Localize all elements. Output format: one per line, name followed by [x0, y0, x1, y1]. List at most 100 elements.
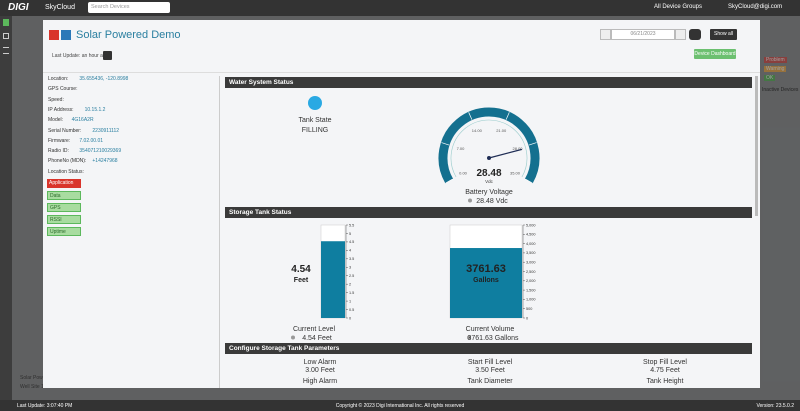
gauge-needle — [488, 148, 523, 159]
tank-tick-label: 3,000 — [526, 261, 536, 265]
info-value: 2230911112 — [92, 127, 120, 134]
info-value: +14247968 — [92, 158, 118, 165]
icon — [467, 335, 471, 340]
gauge-reading: 28.48 Vdc — [476, 198, 508, 205]
status-button[interactable]: Application — [47, 179, 81, 188]
user-menu[interactable]: SkyCloud@digi.com — [728, 4, 783, 10]
tank-unit: Gallons — [473, 277, 499, 284]
next-button[interactable] — [675, 29, 686, 40]
status-button[interactable]: Data — [47, 191, 81, 200]
top-bar: DIGI SkyCloud Search Devices All Device … — [0, 0, 800, 16]
section-header: Storage Tank Status — [225, 207, 752, 218]
gauge-tick — [528, 142, 537, 146]
group-select[interactable]: All Device Groups — [654, 4, 703, 10]
tank-tick-label: 3.5 — [349, 257, 354, 261]
gauge-tick-label: 35.00 — [510, 171, 521, 176]
tank-tick-label: 1,500 — [526, 288, 536, 292]
info-value: 354071210029369 — [79, 148, 122, 155]
tank-tick-label: 4 — [349, 249, 351, 253]
copyright: Copyright © 2023 Digi International Inc.… — [335, 403, 465, 409]
info-label: Firmware: — [48, 137, 71, 144]
tank-tick-label: 5 — [349, 232, 351, 236]
bg-text: Well Site 1 — [20, 384, 44, 390]
tank-tick-label: 3 — [349, 266, 351, 270]
tank-tick-label: 2,500 — [526, 270, 536, 274]
tank-tick-label: 5,000 — [526, 223, 536, 227]
state-indicator — [308, 96, 322, 110]
gauge-tick — [505, 112, 510, 120]
param-value: 4.75 Feet — [650, 367, 680, 374]
info-value: 4G16A2R — [71, 117, 94, 124]
logo: DIGI — [8, 2, 29, 13]
info-label: IP Address: — [48, 106, 74, 113]
param-value: 3.00 Feet — [305, 367, 335, 374]
divider — [43, 72, 760, 73]
tank-tick-label: 0 — [349, 316, 351, 320]
tank-tick-label: 0 — [526, 316, 528, 320]
modal-title: Solar Powered Demo — [76, 29, 181, 41]
tank-value: 4.54 — [291, 264, 311, 275]
dashboard-button[interactable]: Device Dashboard — [694, 49, 736, 59]
state: FILLING — [302, 127, 328, 134]
tank-tick-label: 2,000 — [526, 279, 536, 283]
status-button[interactable]: RSSI — [47, 215, 81, 224]
gauge-unit: Vdc — [485, 179, 494, 184]
product-name: SkyCloud — [45, 4, 75, 11]
gauge-arc — [438, 107, 540, 184]
refresh-button[interactable] — [103, 51, 112, 60]
cloud-button[interactable] — [689, 29, 701, 40]
info-label: GPS Course: — [48, 86, 78, 93]
legend-chip: OK — [764, 75, 776, 81]
prev-button[interactable] — [600, 29, 611, 40]
section-header: Water System Status — [225, 77, 752, 88]
gauge-tick — [468, 112, 473, 120]
info-label: Speed: — [48, 96, 64, 103]
gauge-tick-label: 21.00 — [496, 128, 507, 133]
info-label: Model: — [48, 117, 64, 124]
scrollbar[interactable] — [755, 76, 758, 216]
icon — [49, 30, 59, 40]
section-header: Configure Storage Tank Parameters — [225, 343, 752, 354]
bg-text: Inactive Devices — [762, 87, 799, 93]
tank-tick-label: 2.5 — [349, 274, 354, 278]
divider — [219, 76, 220, 388]
gauge-tick-label: 0.00 — [459, 171, 468, 176]
tank-label: Current Level — [293, 326, 335, 333]
status-button[interactable]: GPS — [47, 203, 81, 212]
search-input[interactable]: Search Devices — [88, 2, 170, 13]
icon — [291, 335, 295, 340]
tank-reading: 4.54 Feet — [302, 335, 332, 342]
gauge-value: 28.48 — [476, 168, 501, 179]
icon — [468, 198, 472, 203]
param-value: 3.50 Feet — [475, 367, 505, 374]
param-label: Start Fill Level — [468, 359, 513, 366]
nav-icon[interactable] — [3, 19, 9, 26]
bg-text: Solar Powe — [20, 375, 46, 381]
info-value: 7.02.00.01 — [79, 137, 104, 144]
side-nav — [0, 16, 12, 400]
gauge-tick — [445, 178, 453, 184]
tank-tick-label: 1 — [349, 299, 351, 303]
nav-icon[interactable] — [3, 33, 9, 39]
tank-tick-label: 0.5 — [349, 308, 354, 312]
info-label: Location Status: — [48, 168, 84, 175]
tank-fill — [450, 248, 522, 318]
param-label: Low Alarm — [304, 359, 337, 366]
date-field[interactable]: 06/21/2023 — [611, 29, 675, 40]
info-value: 10.15.1.2 — [84, 106, 106, 113]
nav-icon[interactable] — [3, 47, 9, 54]
gauge-tick-label: 28.00 — [513, 146, 524, 151]
status-button[interactable]: Uptime — [47, 227, 81, 236]
show-all-button[interactable]: Show all — [710, 29, 737, 40]
tank-tick-label: 3,500 — [526, 251, 536, 255]
gauge-hub — [487, 156, 491, 160]
tank-tick-label: 4.5 — [349, 240, 354, 244]
info-label: Serial Number: — [48, 127, 82, 134]
gauge-tick-label: 14.00 — [472, 128, 483, 133]
tank-unit: Feet — [294, 277, 309, 284]
footer: Last Update: 3:07:40 PM Copyright © 2023… — [0, 400, 800, 411]
widgets: Tank State FILLING 0.00 7.00 14.00 21.00 28.… — [291, 96, 687, 385]
tank-tick-label: 4,000 — [526, 242, 536, 246]
last-update: Last Update: an hour ago — [52, 53, 109, 59]
